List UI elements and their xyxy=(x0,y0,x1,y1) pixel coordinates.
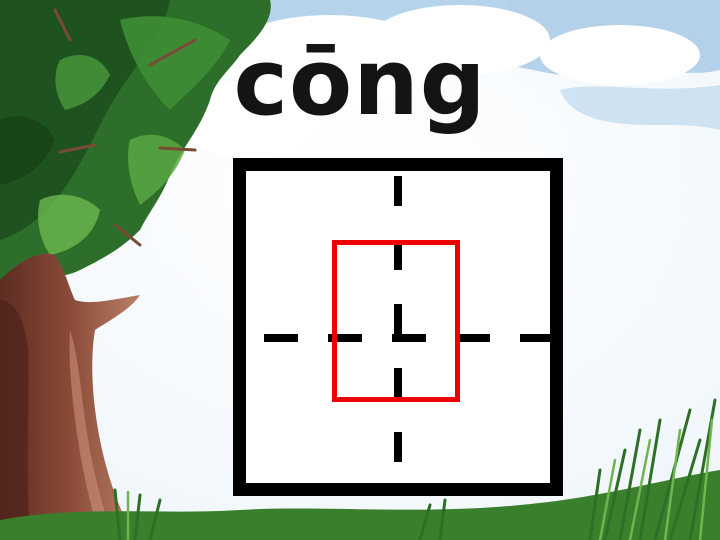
highlight-rectangle xyxy=(332,240,460,402)
tree-foliage xyxy=(0,0,271,300)
tree-trunk xyxy=(0,253,140,540)
grass xyxy=(0,398,720,540)
pinyin-label: cōng xyxy=(233,29,487,136)
clouds xyxy=(180,5,700,160)
twigs xyxy=(53,8,197,247)
